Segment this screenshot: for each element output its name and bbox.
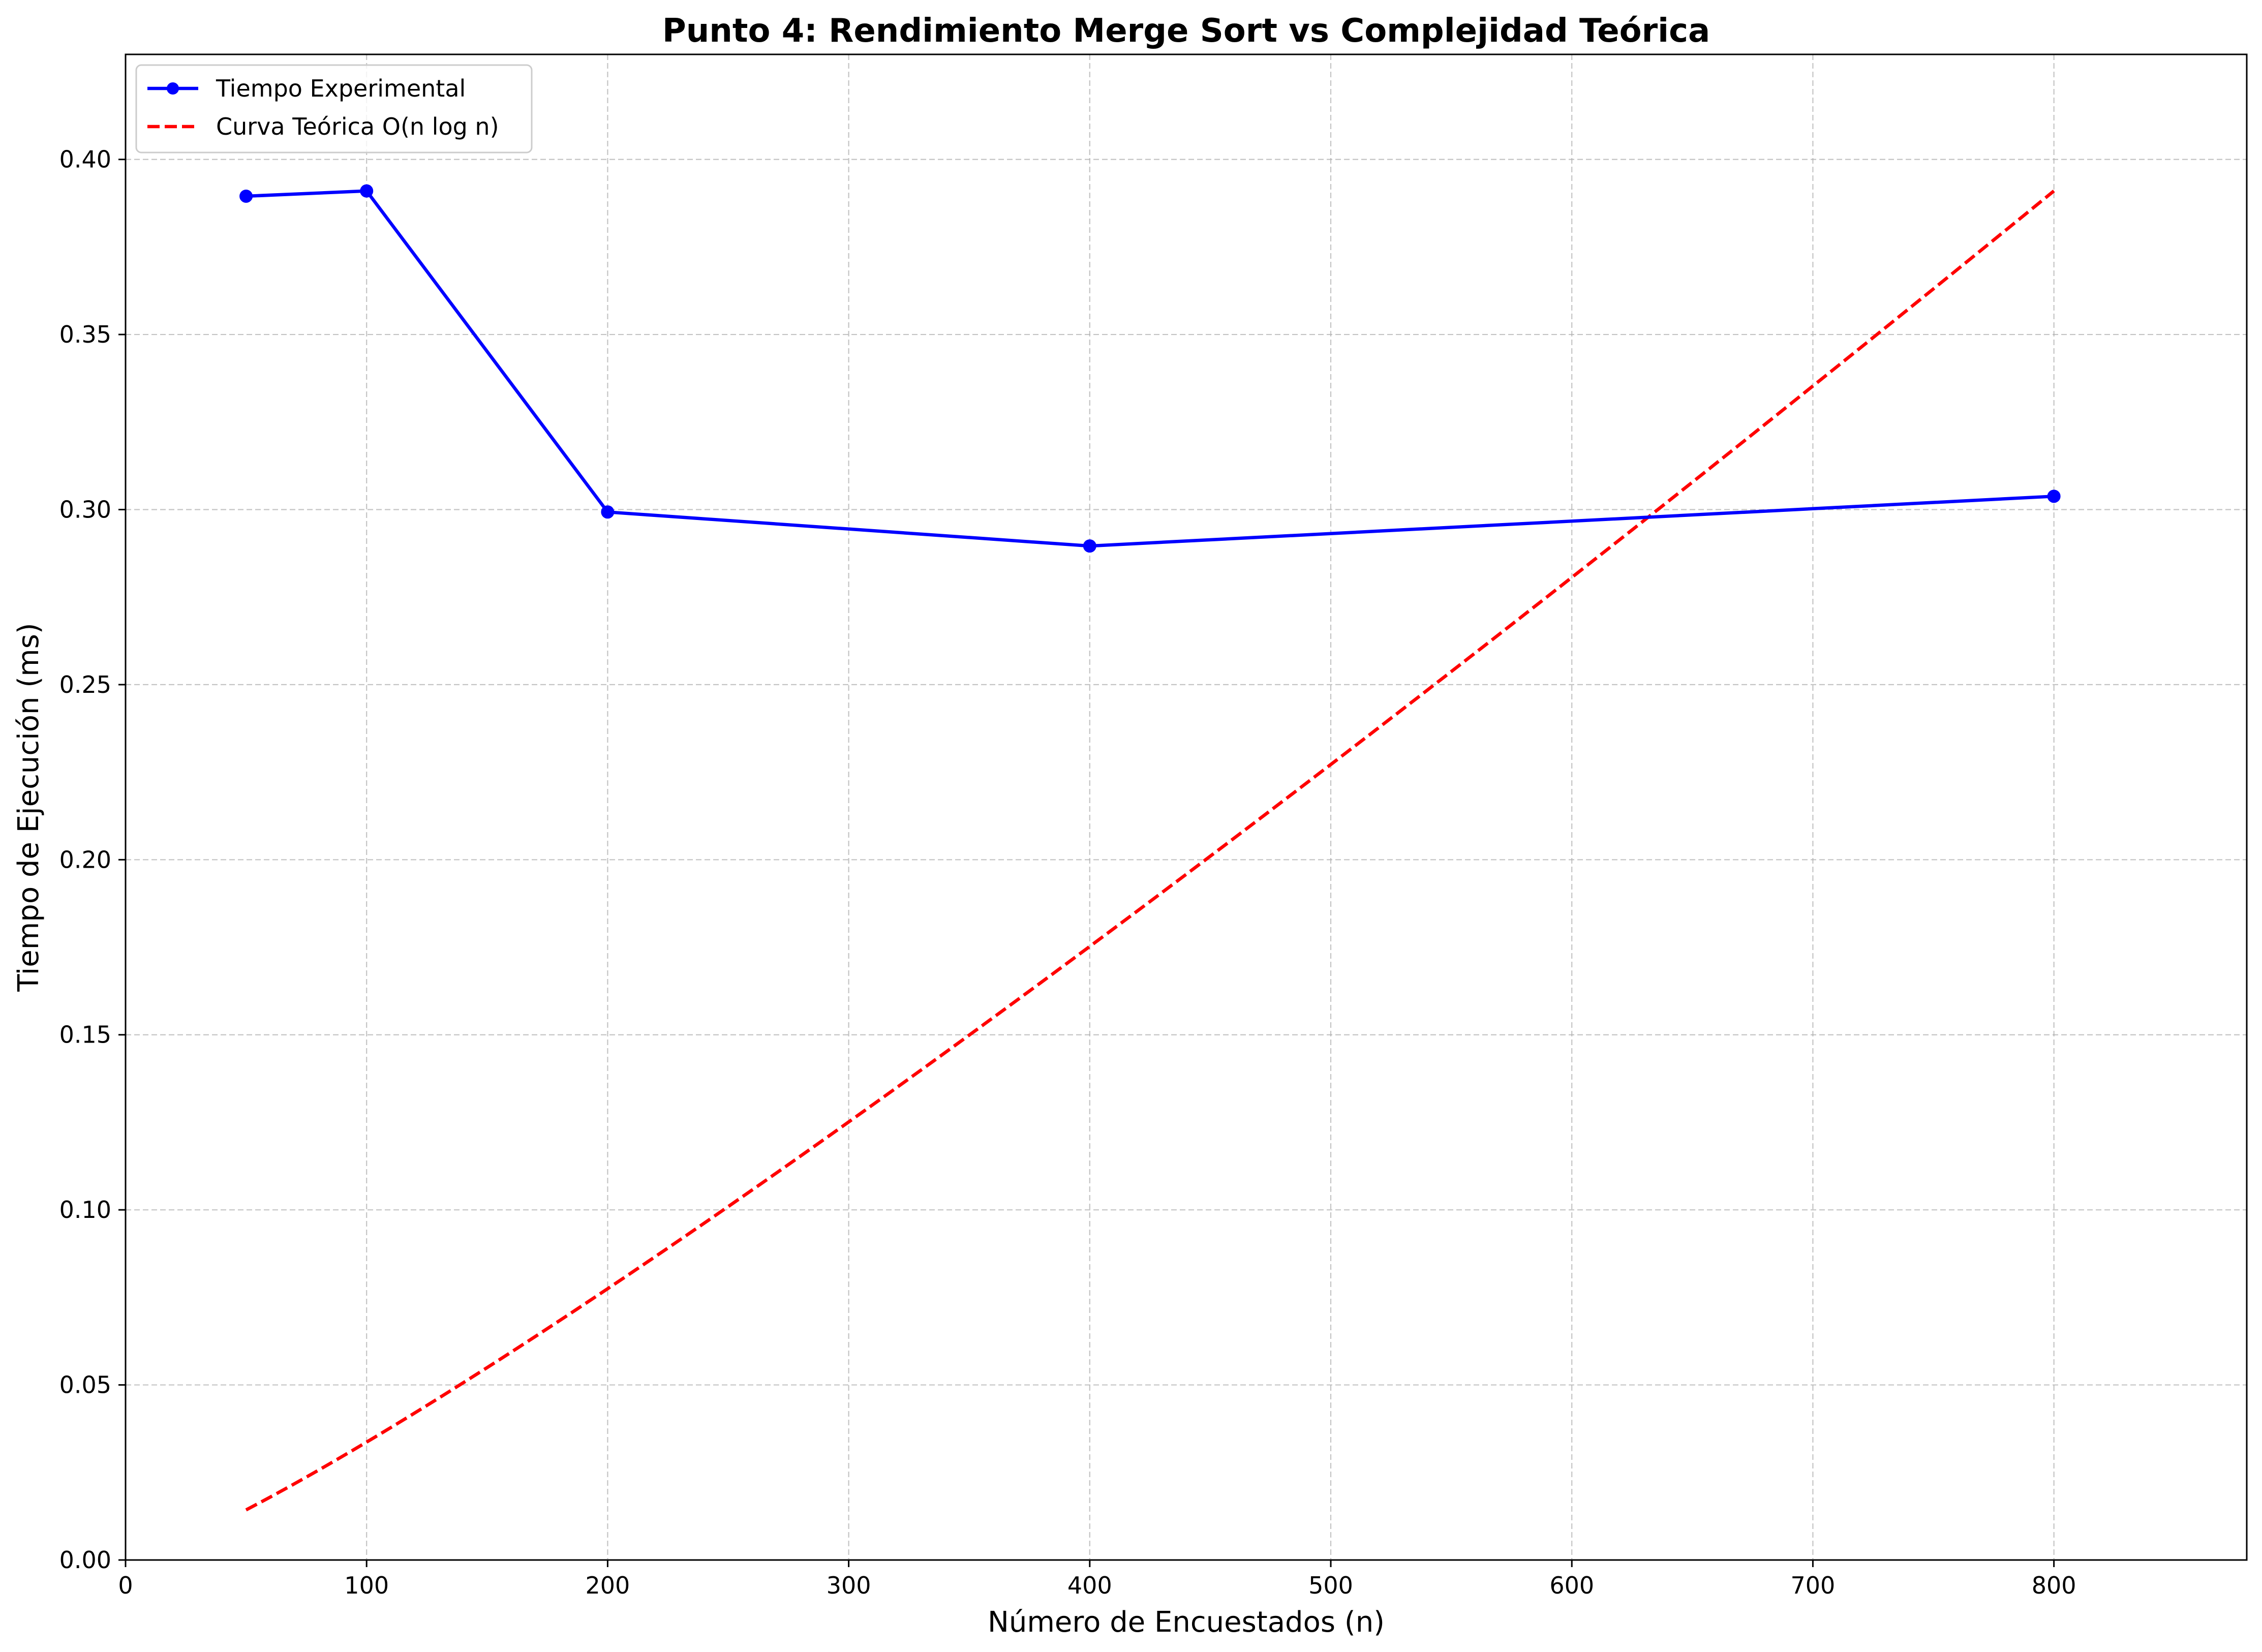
axis-ticks: 0 100 200 300 400 500 600 700 800 0.00 0.05 0.10 0.1… bbox=[59, 146, 2076, 1599]
data-point-experimental bbox=[601, 505, 615, 519]
legend-label-experimental: Tiempo Experimental bbox=[216, 75, 466, 102]
legend: Tiempo Experimental Curva Teórica O(n lo… bbox=[135, 64, 533, 154]
plot-area-frame bbox=[125, 53, 2248, 1561]
y-tick-label: 0.05 bbox=[59, 1371, 111, 1399]
x-tick-label: 100 bbox=[344, 1572, 389, 1599]
y-tick-label: 0.20 bbox=[59, 846, 111, 873]
x-tick-label: 600 bbox=[1549, 1572, 1594, 1599]
legend-marker-experimental bbox=[167, 82, 179, 95]
y-tick-label: 0.25 bbox=[59, 671, 111, 698]
data-point-experimental bbox=[360, 184, 374, 198]
x-tick-label: 300 bbox=[827, 1572, 871, 1599]
legend-box bbox=[135, 64, 533, 154]
series-line-theoretical bbox=[245, 190, 2055, 1512]
x-tick-label: 500 bbox=[1308, 1572, 1353, 1599]
x-tick-label: 0 bbox=[118, 1572, 133, 1599]
x-axis-label: Número de Encuestados (n) bbox=[988, 1606, 1385, 1639]
x-tick-label: 800 bbox=[2032, 1572, 2076, 1599]
y-tick-label: 0.10 bbox=[59, 1196, 111, 1223]
y-axis-label: Tiempo de Ejecución (ms) bbox=[12, 623, 45, 992]
y-tick-label: 0.00 bbox=[59, 1546, 111, 1574]
x-tick-label: 400 bbox=[1067, 1572, 1112, 1599]
data-point-experimental bbox=[1083, 539, 1096, 553]
chart-title: Punto 4: Rendimiento Merge Sort vs Compl… bbox=[662, 12, 1710, 50]
data-point-experimental bbox=[2047, 490, 2061, 503]
y-tick-label: 0.40 bbox=[59, 146, 111, 173]
y-tick-label: 0.35 bbox=[59, 321, 111, 348]
legend-label-theoretical: Curva Teórica O(n log n) bbox=[216, 113, 499, 140]
x-tick-label: 700 bbox=[1791, 1572, 1836, 1599]
data-point-experimental bbox=[239, 189, 253, 203]
y-tick-label: 0.15 bbox=[59, 1021, 111, 1049]
y-tick-label: 0.30 bbox=[59, 496, 111, 523]
plot-series bbox=[239, 184, 2061, 1512]
x-tick-label: 200 bbox=[586, 1572, 630, 1599]
